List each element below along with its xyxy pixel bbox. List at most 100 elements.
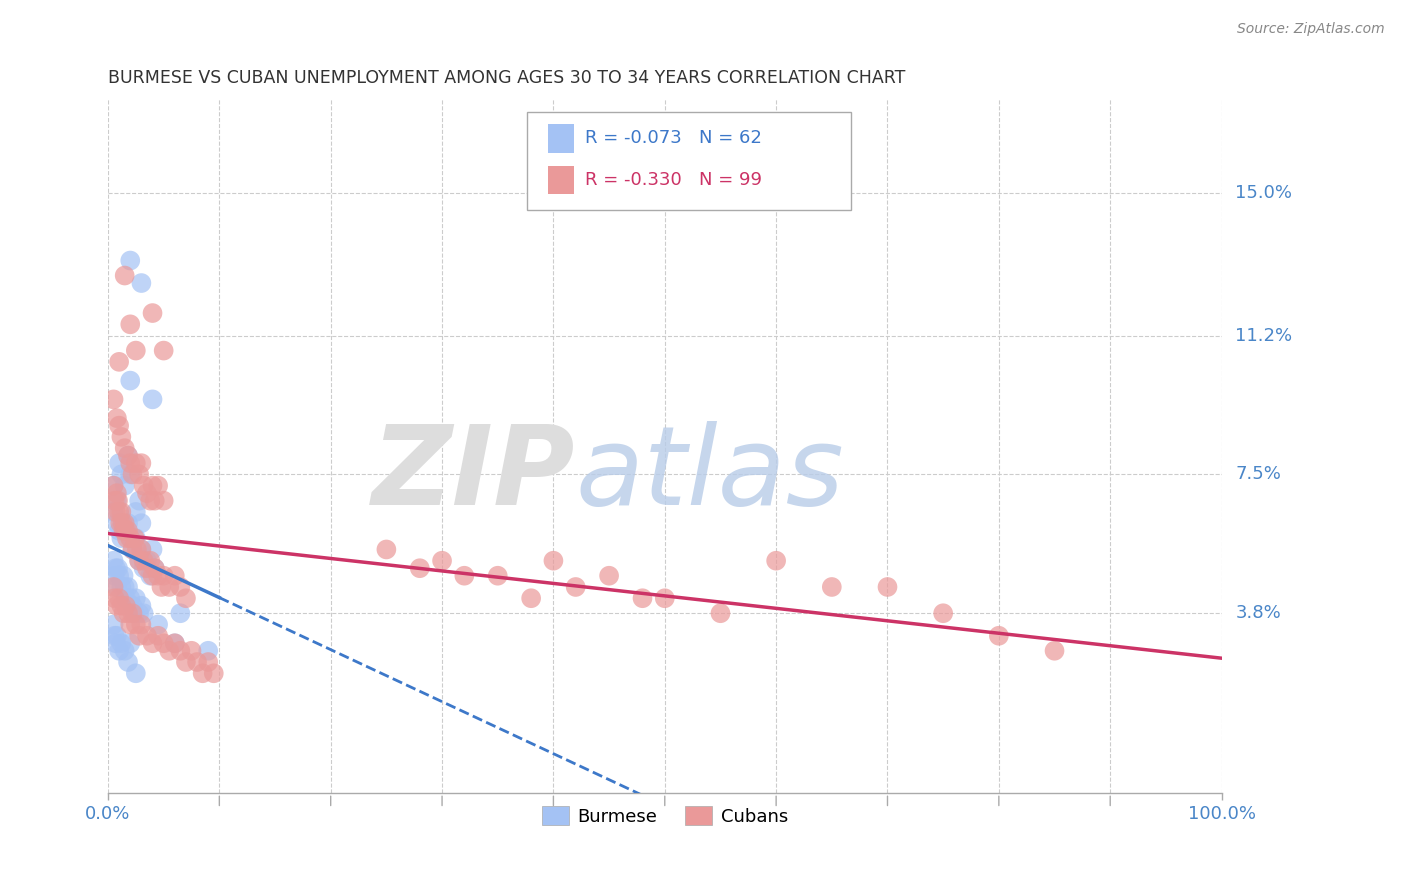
- Point: [157, 644, 180, 658]
- Point: [121, 467, 143, 482]
- Point: [120, 318, 142, 332]
- Point: [112, 568, 135, 582]
- Point: [108, 505, 131, 519]
- Point: [564, 580, 586, 594]
- Point: [110, 636, 132, 650]
- Point: [108, 355, 131, 369]
- Point: [132, 478, 155, 492]
- Point: [131, 542, 153, 557]
- Point: [125, 456, 148, 470]
- Point: [105, 516, 128, 531]
- Point: [108, 568, 131, 582]
- Text: 3.8%: 3.8%: [1236, 604, 1281, 623]
- Point: [598, 568, 620, 582]
- Point: [103, 478, 125, 492]
- Point: [120, 591, 142, 606]
- Point: [125, 617, 148, 632]
- Point: [112, 606, 135, 620]
- Point: [103, 505, 125, 519]
- Point: [453, 568, 475, 582]
- Point: [103, 392, 125, 407]
- Point: [146, 568, 169, 582]
- Point: [117, 516, 139, 531]
- Point: [105, 486, 128, 500]
- Point: [163, 568, 186, 582]
- Point: [631, 591, 654, 606]
- Point: [141, 392, 163, 407]
- Point: [136, 554, 159, 568]
- Point: [120, 617, 142, 632]
- Point: [125, 343, 148, 358]
- Point: [117, 449, 139, 463]
- Point: [120, 467, 142, 482]
- Point: [128, 554, 150, 568]
- Point: [136, 486, 159, 500]
- Point: [132, 554, 155, 568]
- Point: [169, 644, 191, 658]
- Point: [169, 580, 191, 594]
- Text: atlas: atlas: [575, 420, 845, 527]
- Point: [117, 524, 139, 538]
- Point: [103, 580, 125, 594]
- Point: [117, 449, 139, 463]
- Point: [202, 666, 225, 681]
- Point: [120, 531, 142, 545]
- Point: [128, 554, 150, 568]
- Point: [114, 524, 136, 538]
- Point: [121, 542, 143, 557]
- Point: [121, 599, 143, 613]
- Point: [108, 524, 131, 538]
- Point: [110, 505, 132, 519]
- Point: [120, 531, 142, 545]
- Point: [131, 516, 153, 531]
- Point: [114, 644, 136, 658]
- Point: [125, 505, 148, 519]
- Point: [174, 591, 197, 606]
- Point: [141, 478, 163, 492]
- Point: [146, 629, 169, 643]
- Point: [139, 568, 162, 582]
- Point: [152, 493, 174, 508]
- Legend: Burmese, Cubans: Burmese, Cubans: [534, 799, 796, 833]
- Point: [120, 456, 142, 470]
- Point: [146, 617, 169, 632]
- Point: [186, 655, 208, 669]
- Point: [520, 591, 543, 606]
- Point: [104, 591, 127, 606]
- Point: [987, 629, 1010, 643]
- Point: [103, 478, 125, 492]
- Point: [125, 666, 148, 681]
- Point: [152, 343, 174, 358]
- Point: [114, 441, 136, 455]
- Point: [141, 636, 163, 650]
- Point: [132, 561, 155, 575]
- Point: [110, 467, 132, 482]
- Point: [117, 580, 139, 594]
- Point: [486, 568, 509, 582]
- Text: 7.5%: 7.5%: [1236, 466, 1281, 483]
- Point: [163, 636, 186, 650]
- Point: [120, 253, 142, 268]
- Point: [103, 554, 125, 568]
- Point: [152, 636, 174, 650]
- Point: [103, 617, 125, 632]
- Point: [169, 606, 191, 620]
- Point: [124, 606, 146, 620]
- Point: [125, 542, 148, 557]
- Point: [107, 493, 129, 508]
- Point: [131, 456, 153, 470]
- Point: [110, 430, 132, 444]
- Point: [163, 636, 186, 650]
- Point: [108, 456, 131, 470]
- Point: [110, 599, 132, 613]
- Point: [114, 599, 136, 613]
- Point: [112, 524, 135, 538]
- Point: [105, 411, 128, 425]
- Point: [128, 493, 150, 508]
- Point: [124, 531, 146, 545]
- Point: [143, 561, 166, 575]
- Point: [104, 561, 127, 575]
- Point: [108, 644, 131, 658]
- Point: [1043, 644, 1066, 658]
- Text: R = -0.073   N = 62: R = -0.073 N = 62: [585, 129, 762, 147]
